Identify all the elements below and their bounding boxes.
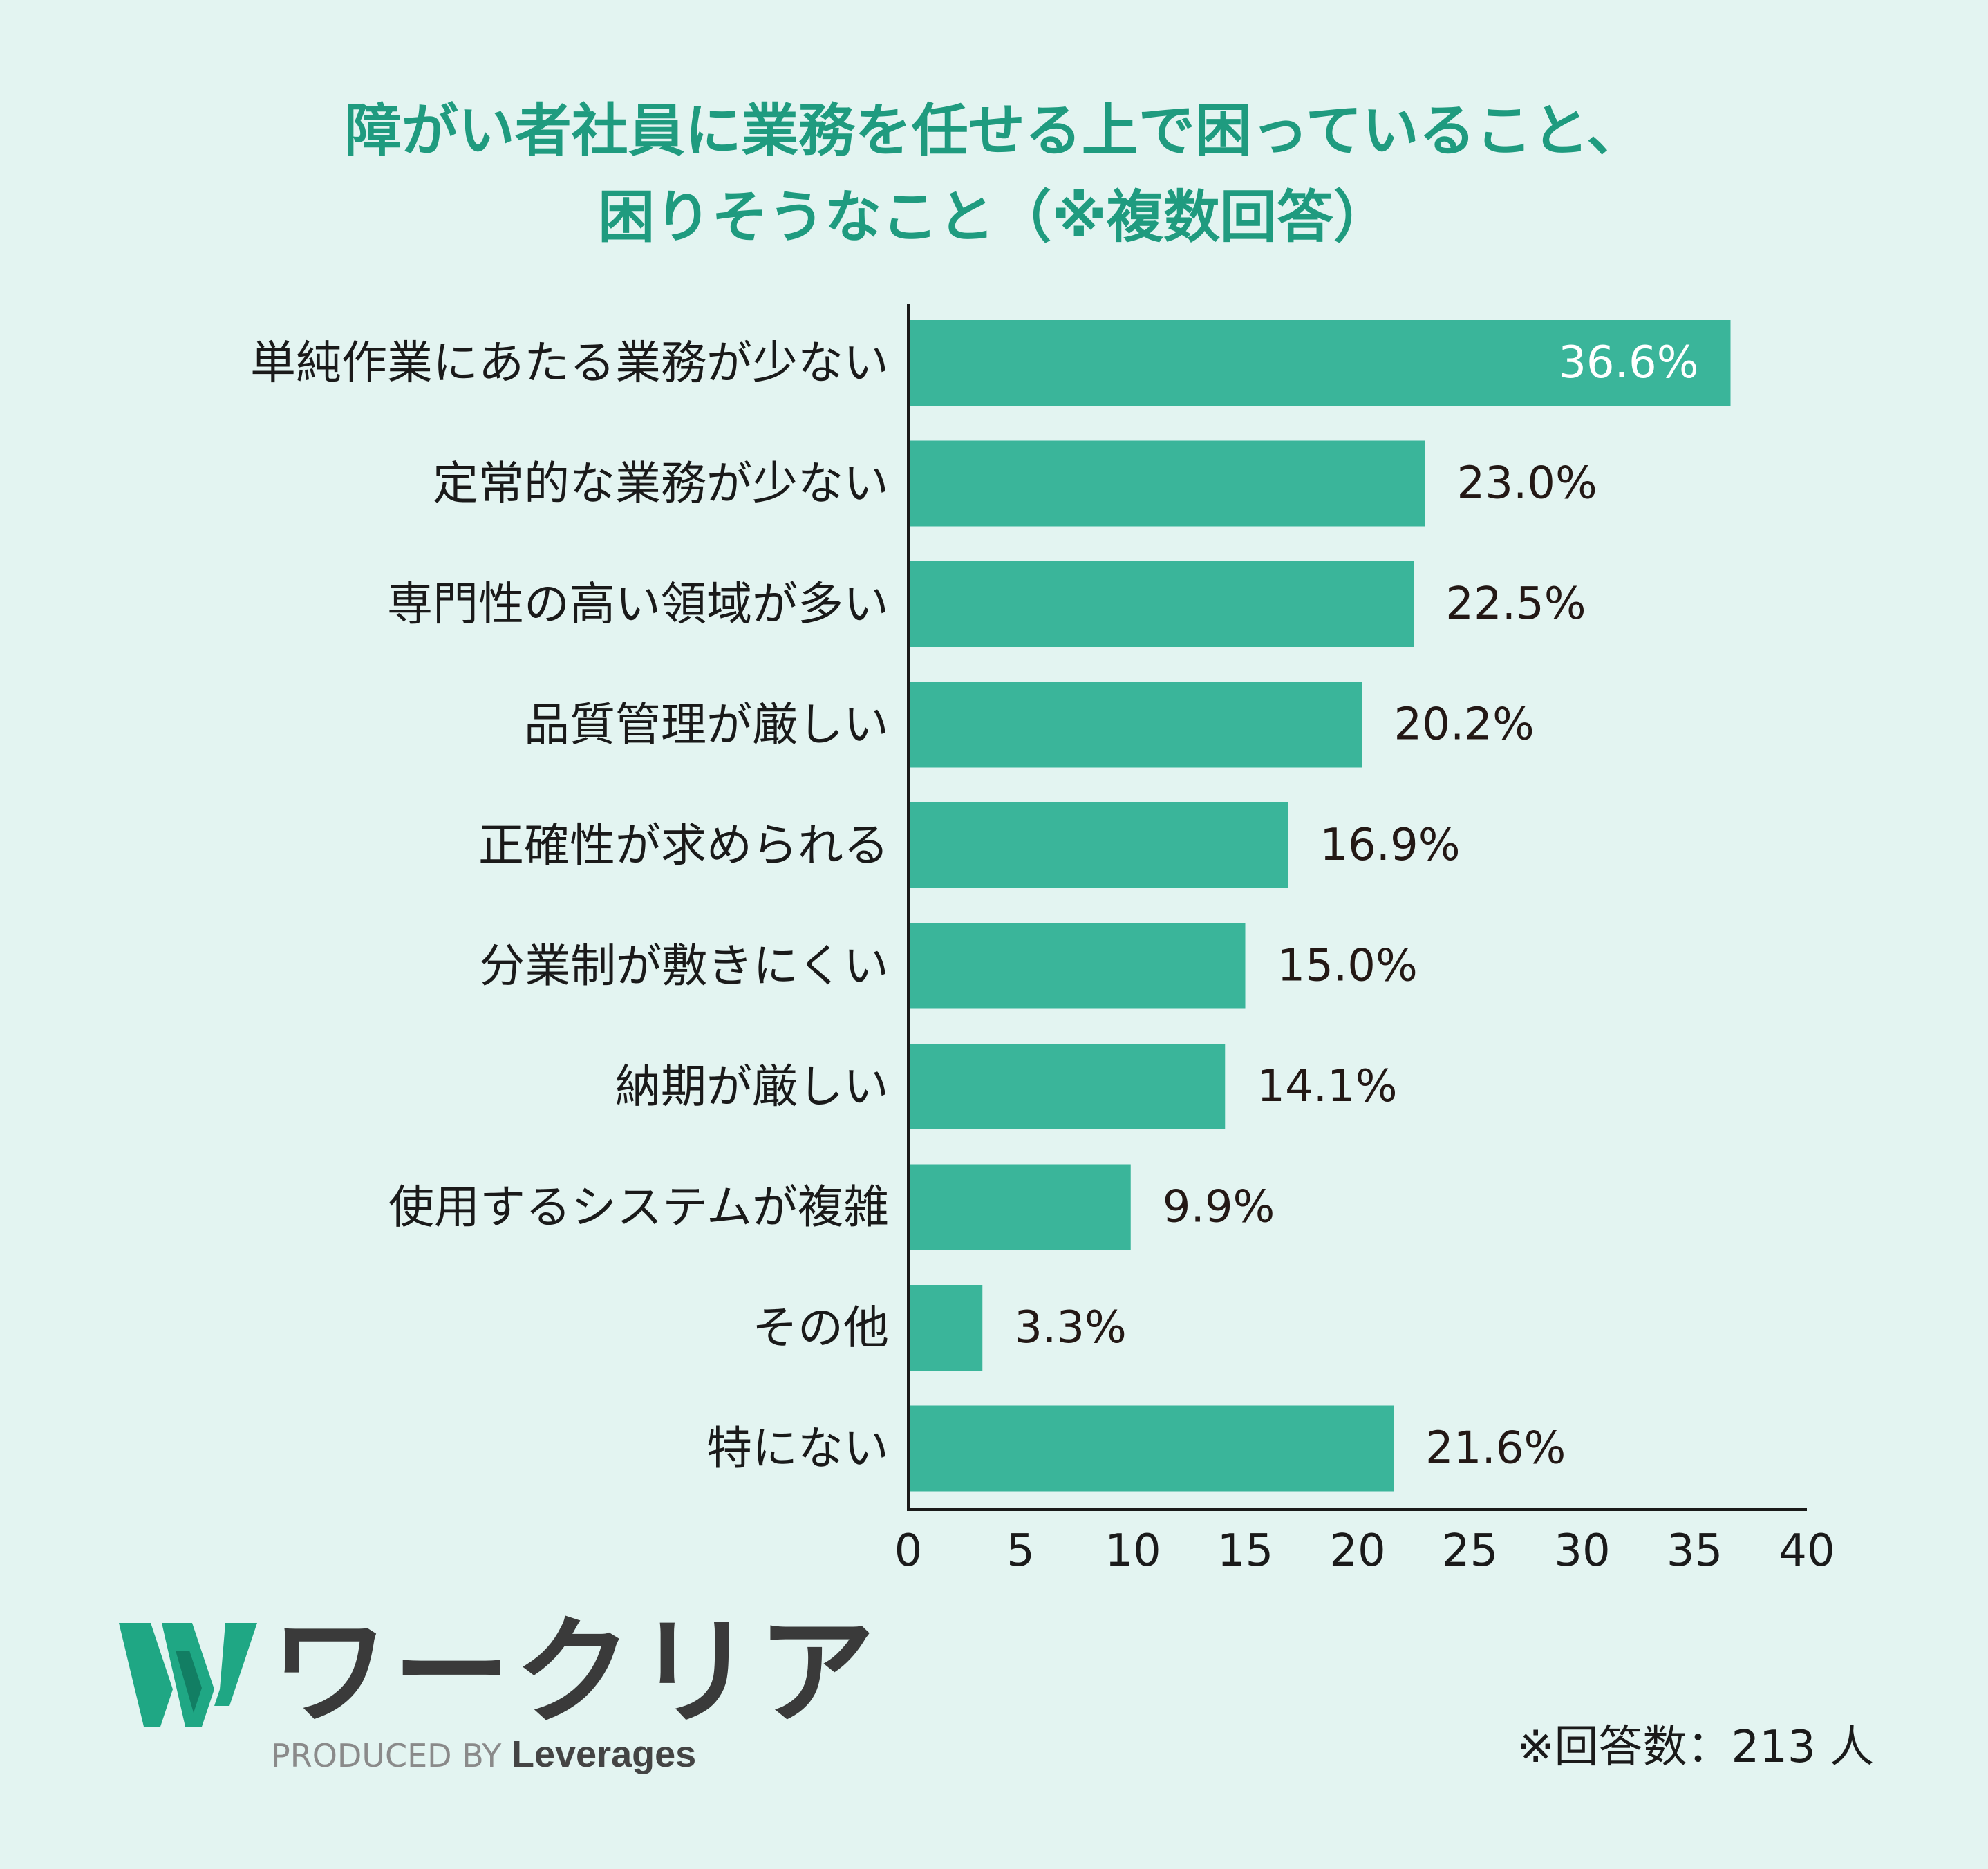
- value-label-8: 9.9%: [1163, 1182, 1275, 1233]
- x-tick-label-5: 5: [1006, 1525, 1035, 1577]
- value-label-9: 3.3%: [1014, 1302, 1127, 1353]
- produced-by-text: PRODUCED BY: [271, 1737, 502, 1774]
- bar-3: [908, 561, 1414, 647]
- bar-1: [908, 320, 1731, 406]
- x-tick-label-10: 10: [1105, 1525, 1161, 1577]
- value-label-4: 20.2%: [1394, 699, 1535, 751]
- value-label-1: 36.6%: [1558, 337, 1698, 388]
- value-label-6: 15.0%: [1277, 941, 1418, 992]
- x-tick-label-20: 20: [1329, 1525, 1385, 1577]
- category-label-8: 使用するシステムが複雑: [388, 1181, 889, 1234]
- x-axis-ticks-group: 0 5 10 15 20 25 30 35 40: [894, 1525, 1835, 1577]
- bar-5: [908, 802, 1288, 888]
- x-tick-label-0: 0: [894, 1525, 923, 1577]
- bar-8: [908, 1164, 1131, 1250]
- value-label-3: 22.5%: [1445, 579, 1586, 630]
- value-label-2: 23.0%: [1457, 458, 1597, 509]
- category-label-4: 品質管理が厳しい: [524, 698, 889, 751]
- chart-title-line1: 障がい者社員に業務を任せる上で困っていること、: [344, 98, 1644, 164]
- bar-7: [908, 1044, 1226, 1129]
- x-tick-label-30: 30: [1554, 1525, 1610, 1577]
- produced-by-line: PRODUCED BY Leverages: [271, 1734, 696, 1776]
- respondents-note: ※回答数：213 人: [1517, 1722, 1874, 1773]
- workclear-logo: ワークリア PRODUCED BY Leverages: [119, 1604, 875, 1775]
- x-tick-label-40: 40: [1779, 1525, 1835, 1577]
- bar-9: [908, 1285, 983, 1371]
- bar-4: [908, 682, 1362, 768]
- chart-title-line2: 困りそうなこと（※複数回答）: [598, 185, 1390, 250]
- bar-10: [908, 1405, 1394, 1492]
- w-mark-icon: [119, 1623, 257, 1727]
- value-label-7: 14.1%: [1257, 1061, 1397, 1112]
- value-label-5: 16.9%: [1320, 820, 1460, 871]
- bars-group: [908, 320, 1731, 1492]
- category-label-2: 定常的な業務が少ない: [433, 457, 889, 510]
- category-label-9: その他: [752, 1302, 889, 1355]
- x-tick-label-25: 25: [1442, 1525, 1498, 1577]
- category-label-7: 納期が厳しい: [615, 1060, 889, 1114]
- category-labels-group: 単純作業にあたる業務が少ない定常的な業務が少ない専門性の高い領域が多い品質管理が…: [250, 337, 889, 1476]
- value-labels-group: 36.6% 23.0% 22.5% 20.2% 16.9% 15.0% 14.1% 9.9% 3…: [1014, 337, 1698, 1474]
- bar-6: [908, 923, 1246, 1009]
- leverages-brand: Leverages: [512, 1734, 697, 1775]
- bar-2: [908, 440, 1425, 527]
- category-label-3: 専門性の高い領域が多い: [387, 578, 889, 631]
- category-label-10: 特にない: [706, 1422, 889, 1475]
- x-tick-label-35: 35: [1667, 1525, 1723, 1577]
- x-tick-label-15: 15: [1217, 1525, 1273, 1577]
- category-label-1: 単純作業にあたる業務が少ない: [250, 337, 889, 390]
- logo-wordmark: ワークリア: [271, 1604, 880, 1741]
- value-label-10: 21.6%: [1425, 1423, 1566, 1474]
- category-label-6: 分業制が敷きにくい: [479, 939, 889, 993]
- category-label-5: 正確性が求められる: [478, 819, 889, 872]
